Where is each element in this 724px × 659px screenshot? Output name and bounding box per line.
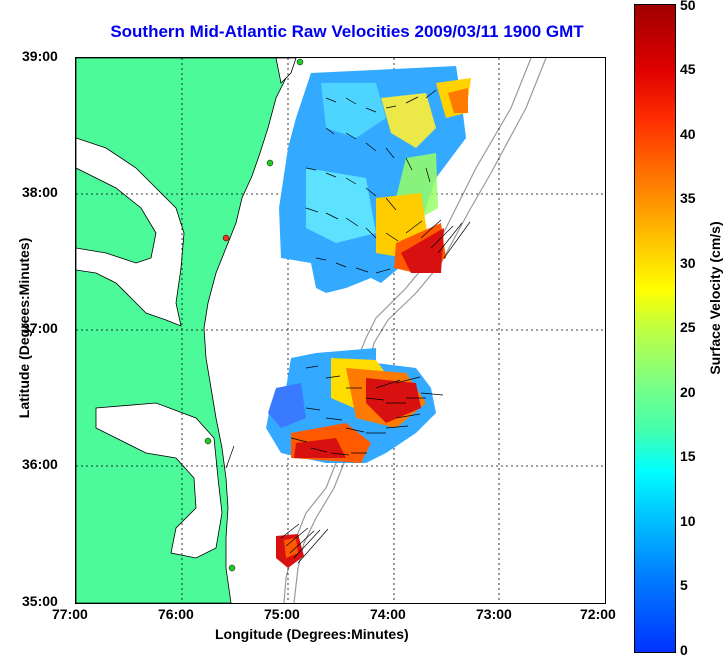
x-tick-label: 75:00 [264,606,300,622]
colorbar-tick: 5 [680,577,688,593]
y-axis-label: Latitude (Degrees:Minutes) [16,237,32,419]
velocity-field-hatteras [276,534,304,568]
station-marker [296,58,304,66]
y-tick-label: 37:00 [22,320,58,336]
station-marker [204,437,212,445]
y-tick-label: 36:00 [22,456,58,472]
colorbar-tick: 45 [680,61,696,77]
colorbar-tick: 40 [680,126,696,142]
map-canvas [76,58,605,603]
x-tick-label: 73:00 [476,606,512,622]
station-marker [266,159,274,167]
y-tick-label: 39:00 [22,48,58,64]
x-tick-label: 77:00 [52,606,88,622]
delaware-bay [275,58,297,84]
y-tick-label: 35:00 [22,593,58,609]
colorbar-label: Surface Velocity (cm/s) [707,221,723,375]
station-marker [222,234,230,242]
velocity-field-north [279,66,471,293]
colorbar-tick: 30 [680,255,696,271]
colorbar [634,4,676,653]
chesapeake-bay [76,137,185,327]
colorbar-tick: 35 [680,190,696,206]
x-tick-label: 72:00 [580,606,616,622]
chart-title: Southern Mid-Atlantic Raw Velocities 200… [110,22,584,41]
colorbar-tick: 50 [680,0,696,13]
colorbar-tick: 25 [680,319,696,335]
x-tick-label: 76:00 [158,606,194,622]
colorbar-tick: 10 [680,513,696,529]
colorbar-tick: 20 [680,384,696,400]
x-tick-label: 74:00 [370,606,406,622]
x-axis-label: Longitude (Degrees:Minutes) [215,626,409,642]
map-plot-area [75,57,606,604]
y-tick-label: 38:00 [22,184,58,200]
colorbar-tick: 15 [680,448,696,464]
pamlico-sound [95,402,223,559]
velocity-vectors [225,89,471,564]
colorbar-tick: 0 [680,642,688,658]
station-marker [228,564,236,572]
velocity-field-south [266,348,436,463]
